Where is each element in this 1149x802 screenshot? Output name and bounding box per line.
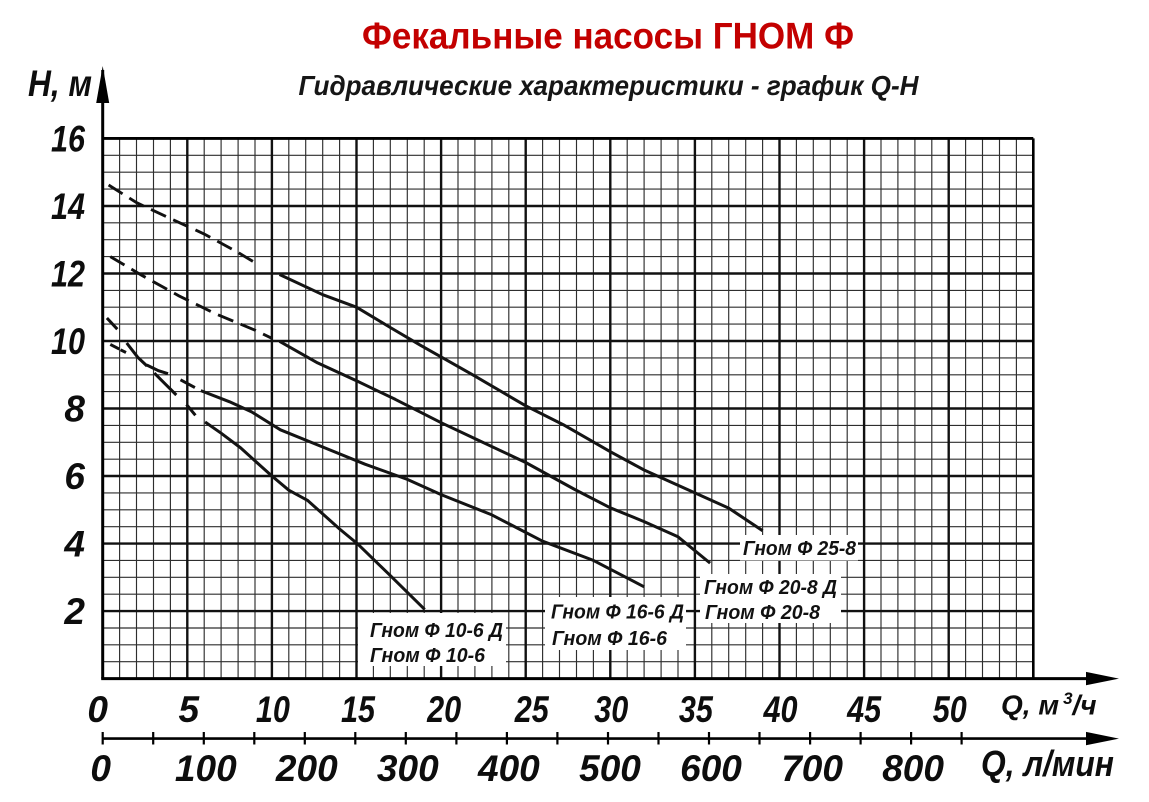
- svg-text:Гном Ф 20-8: Гном Ф 20-8: [705, 602, 821, 624]
- svg-text:700: 700: [781, 748, 843, 789]
- svg-text:200: 200: [275, 748, 338, 789]
- svg-text:Н, м: Н, м: [28, 63, 92, 104]
- svg-text:50: 50: [933, 689, 967, 730]
- svg-text:Гном Ф 16-6 Д: Гном Ф 16-6 Д: [551, 602, 684, 624]
- svg-text:Гном Ф 20-8 Д: Гном Ф 20-8 Д: [704, 577, 837, 599]
- svg-text:400: 400: [477, 748, 540, 789]
- svg-text:5: 5: [179, 689, 201, 730]
- svg-text:8: 8: [64, 389, 85, 430]
- svg-text:Гидравлические характеристики: Гидравлические характеристики - график Q…: [299, 70, 920, 101]
- svg-text:45: 45: [846, 689, 882, 730]
- svg-text:10: 10: [51, 321, 85, 362]
- svg-text:0: 0: [87, 689, 108, 730]
- svg-text:35: 35: [679, 689, 714, 730]
- svg-text:20: 20: [426, 689, 461, 730]
- svg-text:15: 15: [341, 689, 376, 730]
- svg-text:600: 600: [680, 748, 742, 789]
- svg-text:16: 16: [51, 118, 85, 159]
- svg-text:Гном Ф 16-6: Гном Ф 16-6: [552, 628, 668, 650]
- svg-text:Q, м3/ч: Q, м 3/ч: [1001, 689, 1097, 721]
- svg-text:Гном Ф 10-6 Д: Гном Ф 10-6 Д: [370, 620, 503, 642]
- svg-text:Гном Ф 25-8: Гном Ф 25-8: [743, 538, 857, 560]
- svg-text:500: 500: [579, 748, 641, 789]
- svg-text:40: 40: [763, 689, 798, 730]
- svg-text:30: 30: [594, 689, 628, 730]
- svg-text:300: 300: [377, 748, 439, 789]
- svg-text:Фекальные насосы ГНОМ Ф: Фекальные насосы ГНОМ Ф: [362, 15, 854, 56]
- svg-text:10: 10: [256, 689, 290, 730]
- svg-text:6: 6: [64, 456, 85, 497]
- svg-text:100: 100: [175, 748, 237, 789]
- svg-text:800: 800: [882, 748, 944, 789]
- svg-text:Q, л/мин: Q, л/мин: [981, 743, 1114, 784]
- svg-text:0: 0: [90, 748, 111, 789]
- svg-text:25: 25: [514, 689, 550, 730]
- svg-text:Гном Ф 10-6: Гном Ф 10-6: [370, 645, 486, 667]
- svg-text:12: 12: [51, 254, 85, 295]
- svg-text:14: 14: [51, 186, 85, 227]
- svg-text:4: 4: [63, 524, 85, 565]
- svg-text:2: 2: [63, 591, 85, 632]
